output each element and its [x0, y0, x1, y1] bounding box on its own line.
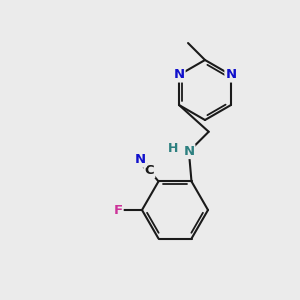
Text: N: N	[135, 154, 146, 166]
Text: N: N	[183, 145, 194, 158]
Text: N: N	[173, 68, 184, 82]
Text: H: H	[168, 142, 178, 155]
Text: F: F	[113, 203, 123, 217]
Text: C: C	[145, 164, 154, 177]
Text: N: N	[225, 68, 236, 82]
